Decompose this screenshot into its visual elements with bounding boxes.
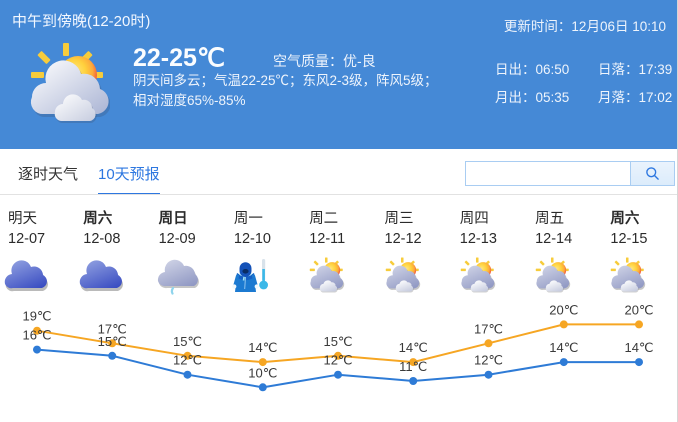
- svg-text:12℃: 12℃: [173, 353, 202, 368]
- svg-text:15℃: 15℃: [173, 334, 202, 349]
- svg-text:14℃: 14℃: [624, 340, 653, 355]
- svg-text:14℃: 14℃: [248, 340, 277, 355]
- svg-text:20℃: 20℃: [624, 302, 653, 317]
- svg-text:12℃: 12℃: [323, 353, 352, 368]
- svg-text:20℃: 20℃: [549, 302, 578, 317]
- svg-text:15℃: 15℃: [323, 334, 352, 349]
- svg-text:10℃: 10℃: [248, 365, 277, 380]
- svg-text:19℃: 19℃: [22, 309, 51, 324]
- svg-text:15℃: 15℃: [98, 334, 127, 349]
- svg-text:14℃: 14℃: [399, 340, 428, 355]
- svg-text:12℃: 12℃: [474, 353, 503, 368]
- svg-text:14℃: 14℃: [549, 340, 578, 355]
- svg-text:17℃: 17℃: [474, 321, 503, 336]
- svg-text:16℃: 16℃: [22, 328, 51, 343]
- svg-text:11℃: 11℃: [399, 359, 427, 374]
